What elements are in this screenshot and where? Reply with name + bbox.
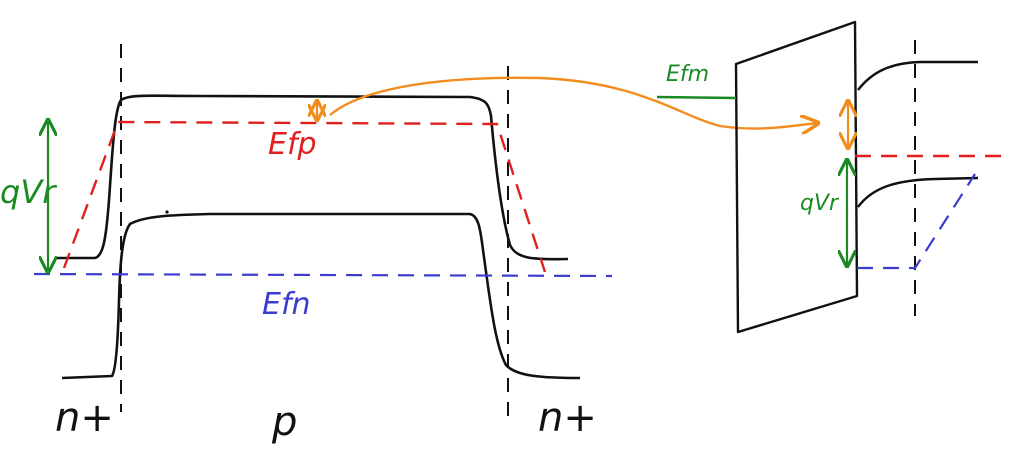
mapping-arrow: [329, 76, 818, 129]
fermi-level-efp: [62, 120, 547, 273]
label-qvr-right: qVr: [800, 191, 839, 216]
valence-band-left: [61, 212, 581, 380]
conduction-band-right: [857, 60, 978, 91]
label-efm: Efm: [666, 62, 710, 87]
label-region-n-right: n+: [538, 395, 597, 441]
fermi-level-efm: [656, 95, 737, 100]
fermi-level-efn-right: [857, 173, 976, 270]
label-qvr-left: qVr: [0, 173, 56, 211]
fermi-level-efn: [33, 272, 613, 278]
label-efn: Efn: [262, 287, 311, 322]
label-efp: Efp: [268, 127, 317, 162]
conduction-band-left: [57, 94, 569, 261]
valence-band-right: [857, 176, 979, 208]
label-region-p: p: [272, 399, 298, 445]
ink-dot: [165, 210, 169, 214]
oxide-barrier: [734, 20, 859, 334]
label-region-n-left: n+: [55, 395, 114, 441]
